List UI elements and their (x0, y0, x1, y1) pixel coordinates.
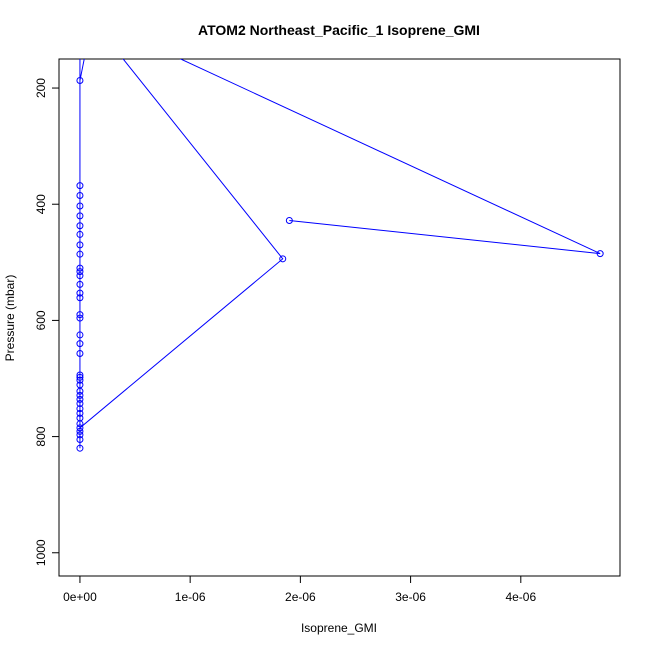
data-point (76, 427, 84, 435)
data-point (76, 182, 84, 190)
data-point (76, 371, 84, 379)
data-point (76, 311, 84, 319)
chart-title: ATOM2 Northeast_Pacific_1 Isoprene_GMI (198, 22, 480, 38)
data-point (76, 409, 84, 417)
data-point (76, 444, 84, 452)
y-tick-label: 800 (34, 426, 48, 446)
data-point (76, 424, 84, 432)
plot-frame (58, 58, 621, 577)
data-point (76, 294, 84, 302)
data-point (76, 241, 84, 249)
y-axis: 200 400 600 800 1000 (34, 78, 60, 566)
data-point (76, 192, 84, 200)
data-point (76, 405, 84, 413)
data-point (76, 280, 84, 288)
data-point (76, 350, 84, 358)
data-point (76, 289, 84, 297)
data-point (76, 222, 84, 230)
data-point (76, 76, 84, 84)
x-tick-label: 3e-06 (395, 590, 426, 604)
data-point (76, 340, 84, 348)
y-tick-label: 400 (34, 194, 48, 214)
x-axis: 0e+00 1e-06 2e-06 3e-06 4e-06 (63, 575, 536, 604)
data-point (76, 381, 84, 389)
data-point (76, 230, 84, 238)
data-point (285, 216, 293, 224)
data-point (596, 250, 604, 258)
y-tick-label: 600 (34, 310, 48, 330)
data-point (76, 268, 84, 276)
data-point (279, 255, 287, 263)
data-point (76, 376, 84, 384)
data-point (76, 395, 84, 403)
data-point (76, 373, 84, 381)
data-point (76, 399, 84, 407)
x-tick-label: 4e-06 (505, 590, 536, 604)
data-point (76, 431, 84, 439)
data-point (76, 264, 84, 272)
x-tick-label: 2e-06 (285, 590, 316, 604)
x-tick-label: 1e-06 (175, 590, 206, 604)
data-point (76, 272, 84, 280)
series-line (79, 59, 601, 449)
data-point (76, 250, 84, 258)
series-layer (76, 59, 604, 452)
data-point (76, 331, 84, 339)
data-point (76, 391, 84, 399)
y-axis-label: Pressure (mbar) (3, 275, 17, 362)
data-point (76, 314, 84, 322)
y-tick-label: 1000 (34, 539, 48, 566)
data-point (76, 212, 84, 220)
data-point (76, 414, 84, 422)
y-tick-label: 200 (34, 78, 48, 98)
data-point (76, 435, 84, 443)
x-axis-label: Isoprene_GMI (301, 621, 377, 635)
data-point (76, 202, 84, 210)
x-tick-label: 0e+00 (63, 590, 97, 604)
